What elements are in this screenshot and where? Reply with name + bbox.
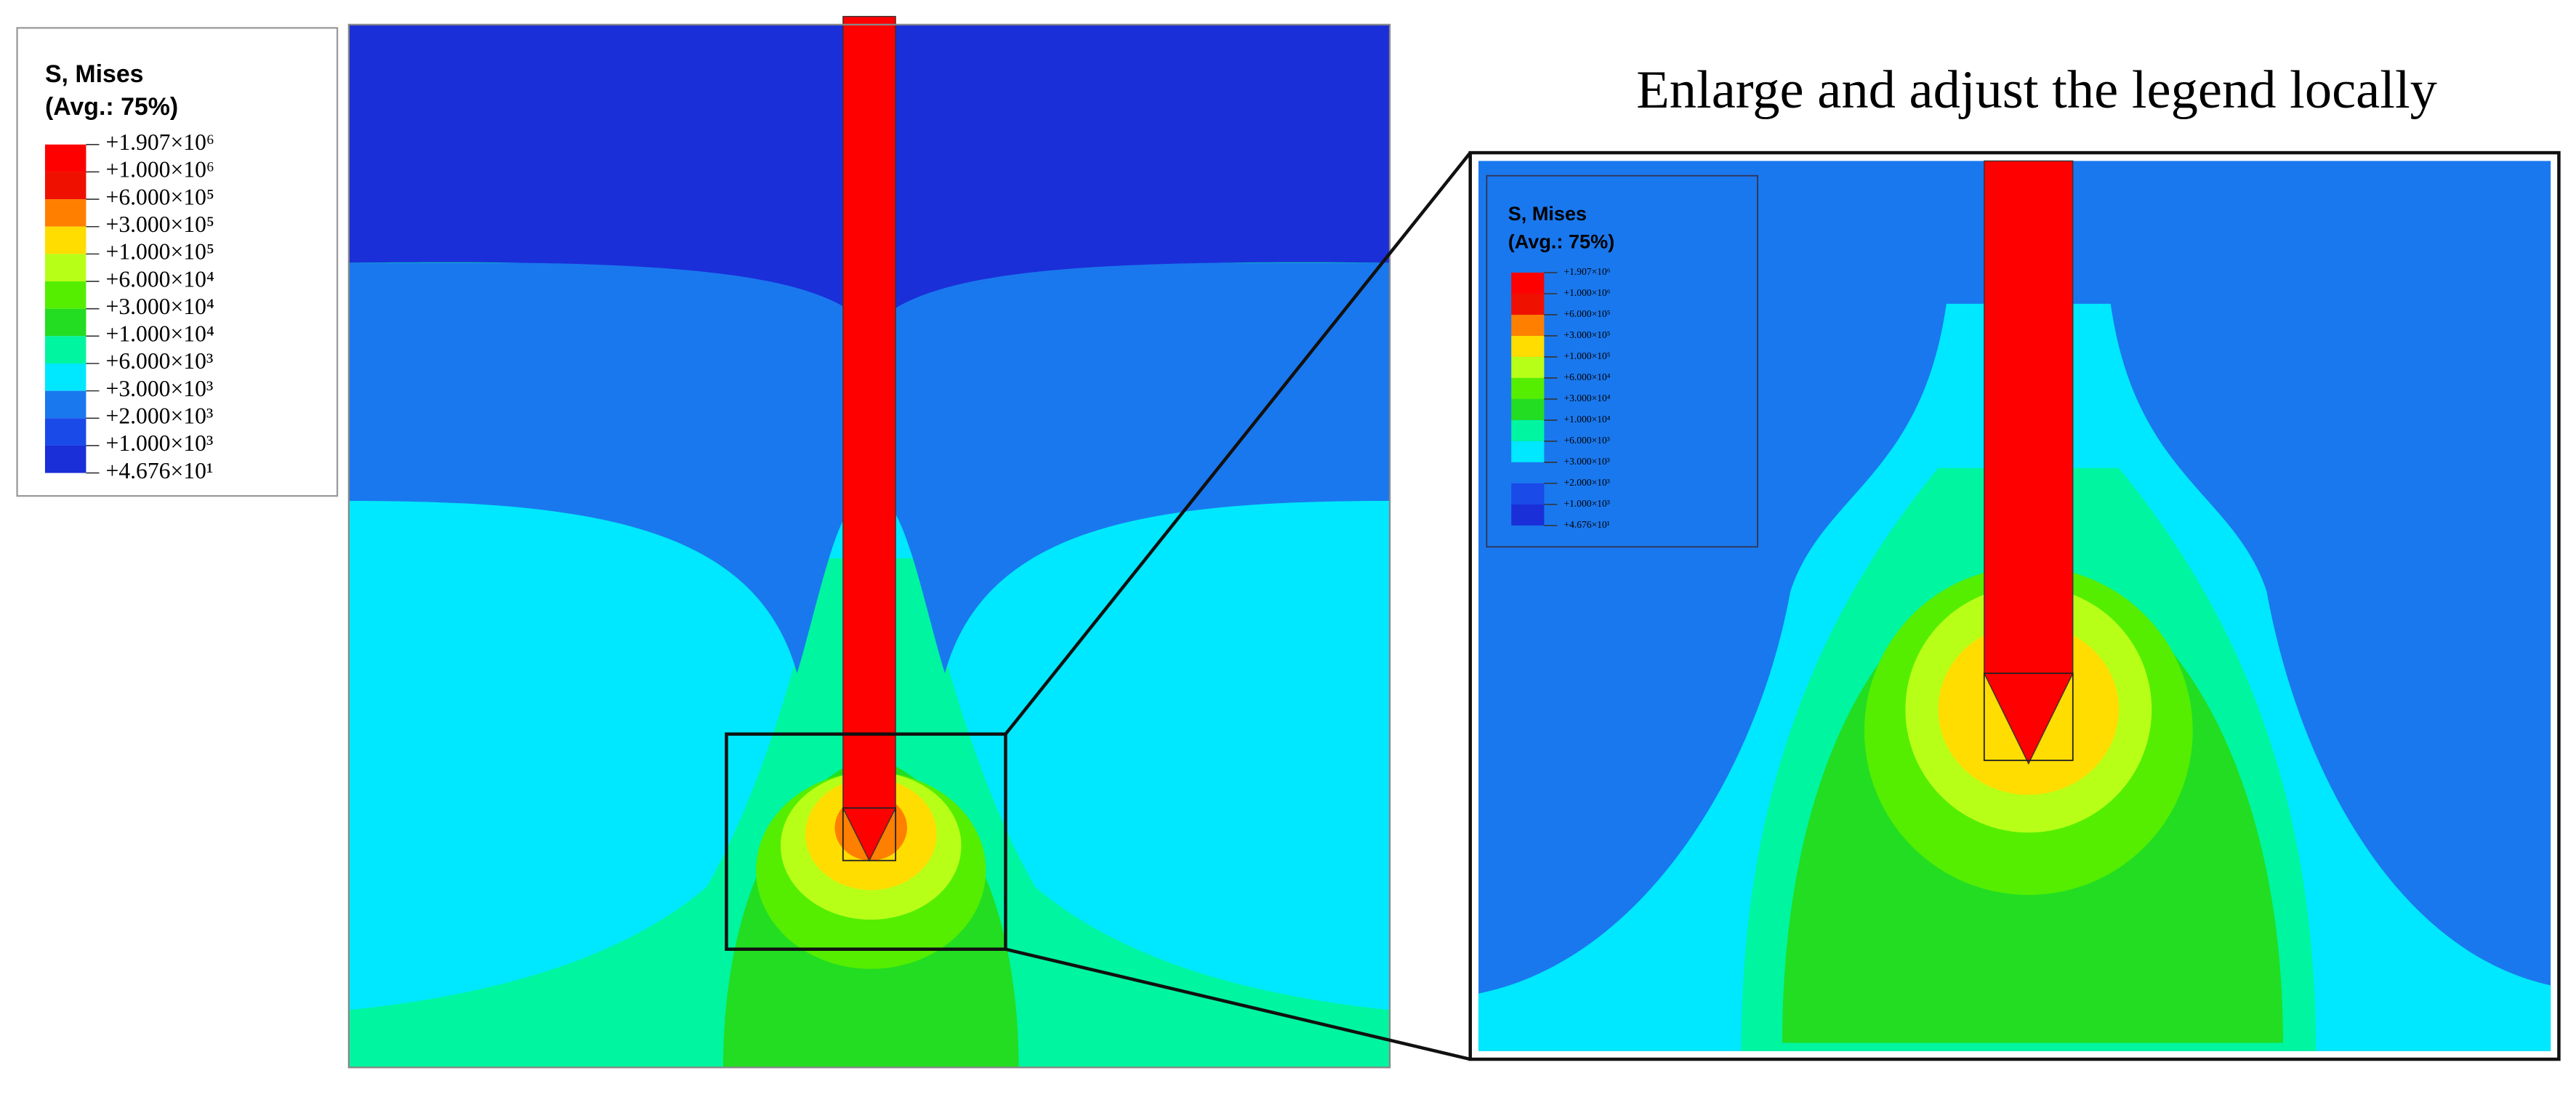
legend-label: +2.000×10³: [106, 403, 214, 429]
legend-label: +1.000×10⁴: [1564, 414, 1611, 425]
legend-label: +1.000×10³: [106, 430, 214, 456]
legend-label: +3.000×10⁴: [1564, 393, 1611, 403]
zoom-box: [725, 732, 1007, 951]
legend-swatch: [44, 308, 86, 337]
caption: Enlarge and adjust the legend locally: [1636, 60, 2437, 120]
legend-subtitle: (Avg.: 75%): [1508, 230, 1615, 252]
tip-box: [1983, 672, 2074, 761]
main-contour: [347, 15, 1391, 1069]
legend-label: +6.000×10⁴: [106, 266, 214, 292]
legend-swatch: [44, 281, 86, 309]
legend-swatch: [44, 144, 86, 172]
region: [348, 500, 1390, 1010]
legend-subtitle: (Avg.: 75%): [45, 93, 178, 121]
tip-box: [842, 807, 897, 861]
legend-label: +1.907×10⁶: [1564, 266, 1611, 277]
legend-swatch: [1511, 314, 1545, 336]
rod: [842, 15, 896, 812]
zoom-contour: [1478, 160, 2551, 1051]
legend-label: +6.000×10⁴: [1564, 371, 1611, 382]
legend-swatch: [44, 172, 86, 200]
legend-swatch: [1511, 377, 1545, 399]
zoom-line: [1005, 947, 1471, 1061]
zoom-line: [1004, 151, 1472, 736]
legend-label: +4.676×10¹: [106, 458, 214, 483]
legend-label: +2.000×10³: [1564, 477, 1610, 488]
legend-label: +3.000×10³: [1564, 456, 1610, 467]
legend-label: +6.000×10⁵: [1564, 308, 1611, 319]
legend-swatch: [1511, 293, 1545, 315]
legend-swatch: [44, 226, 86, 254]
legend-label: +1.000×10⁵: [106, 239, 214, 265]
legend-swatch: [1511, 335, 1545, 357]
legend-swatch: [44, 254, 86, 282]
legend-swatch: [44, 199, 86, 227]
legend-swatch: [1511, 483, 1545, 505]
legend-label: +6.000×10³: [106, 348, 214, 374]
legend-label: +1.000×10⁵: [1564, 350, 1611, 361]
legend-label: +1.000×10³: [1564, 498, 1610, 509]
legend-swatch: [1511, 272, 1545, 294]
legend-label: +1.000×10⁶: [1564, 287, 1611, 298]
legend-label: +1.907×10⁶: [106, 129, 214, 155]
legend-title: S, Mises: [1508, 202, 1587, 225]
legend-swatch: [1511, 398, 1545, 420]
legend-label: +3.000×10³: [106, 376, 214, 401]
legend-swatch: [44, 336, 86, 363]
legend-swatch: [1511, 504, 1545, 526]
legend-title: S, Mises: [45, 60, 144, 88]
legend: +1.907×10⁶ +1.000×10⁶ +6.000×10⁵ +3.000×10⁵…: [1511, 266, 1611, 530]
plot-border: [347, 23, 1391, 1069]
legend: +1.907×10⁶+1.000×10⁶+6.000×10⁵ +3.000×10⁵…: [44, 129, 214, 483]
legend-swatch: [44, 445, 86, 473]
legend-box: [1486, 174, 1758, 548]
legend-label: +3.000×10⁵: [106, 212, 214, 237]
legend-swatch: [44, 418, 86, 446]
legend-label: +6.000×10⁵: [106, 184, 214, 209]
legend-label: +4.676×10¹: [1564, 519, 1610, 530]
legend-label: +3.000×10⁵: [1564, 329, 1611, 340]
legend-swatch: [1511, 419, 1545, 441]
rod: [1984, 160, 2074, 676]
legend-label: +3.000×10⁴: [106, 294, 214, 319]
legend-swatch: [1511, 462, 1545, 483]
legend-swatch: [44, 363, 86, 391]
legend-label: +1.000×10⁴: [106, 321, 214, 347]
legend-swatch: [44, 390, 86, 419]
legend-swatch: [1511, 356, 1545, 378]
legend-label: +6.000×10³: [1564, 435, 1610, 446]
legend-swatch: [1511, 441, 1545, 462]
legend-label: +1.000×10⁶: [106, 157, 214, 182]
